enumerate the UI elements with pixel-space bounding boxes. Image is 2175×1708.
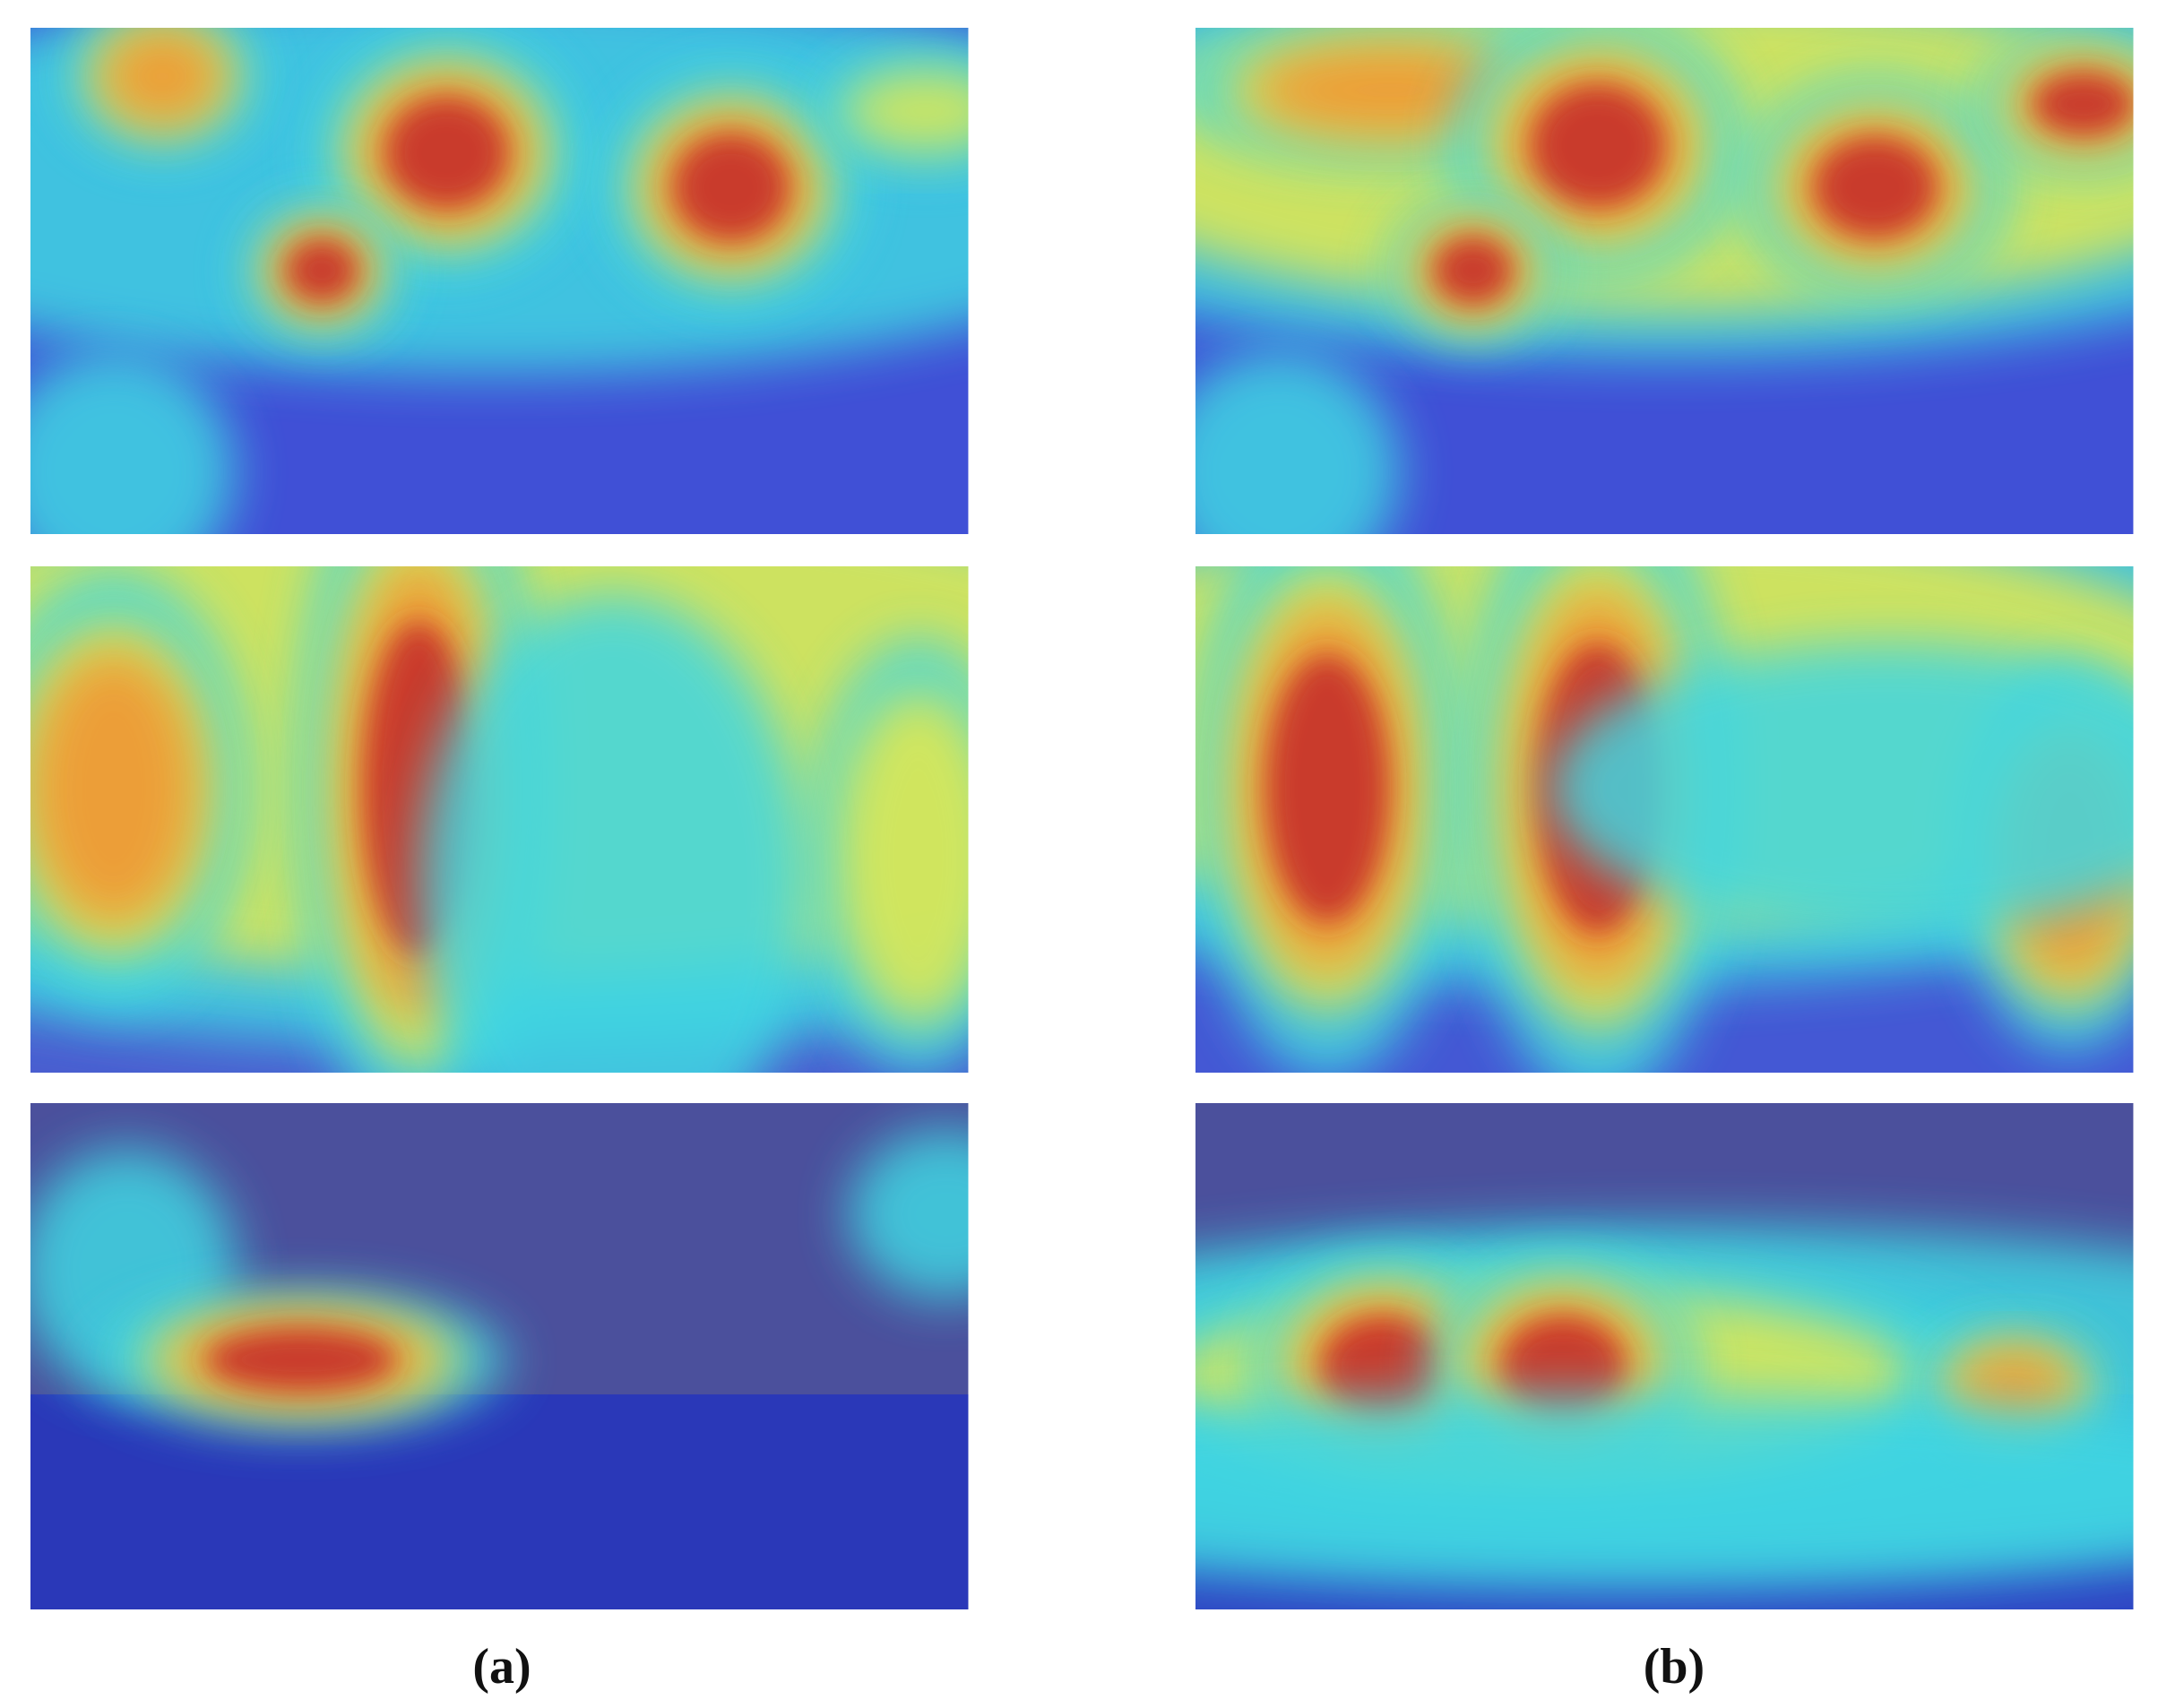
heat-blob — [1195, 349, 1401, 535]
heatmap-layer — [1195, 28, 2134, 535]
heat-blob — [385, 97, 508, 209]
heatmap-panel — [30, 1103, 969, 1610]
heatmap-layer — [1195, 566, 2134, 1074]
heat-blob — [30, 651, 198, 926]
heat-blob — [206, 1328, 396, 1392]
heat-blob — [1195, 1394, 2134, 1589]
heatmap-panel — [1195, 1103, 2134, 1610]
heatmap-panel — [30, 566, 969, 1074]
heat-blob — [841, 69, 969, 152]
heat-blob — [1549, 643, 2134, 935]
heatmap-panel — [1195, 28, 2134, 535]
heat-blob — [1502, 1316, 1625, 1417]
heat-blob — [1814, 137, 1937, 237]
heat-blob — [30, 349, 236, 535]
heatmap-layer — [30, 28, 969, 535]
heatmap-panel — [1195, 566, 2134, 1074]
heat-blob — [100, 28, 224, 125]
heat-blob — [673, 134, 790, 241]
panel-label: (b) — [1644, 1639, 1705, 1695]
heat-blob — [2033, 73, 2134, 135]
heatmap-layer — [1195, 1103, 2134, 1610]
heat-blob — [833, 689, 969, 1027]
heatmap-layer — [30, 1103, 969, 1610]
heat-blob — [849, 1129, 969, 1299]
sea — [30, 1394, 969, 1610]
heat-blob — [1321, 1316, 1445, 1417]
heat-blob — [1265, 655, 1389, 922]
heatmap-layer — [30, 566, 969, 1074]
heat-blob — [419, 594, 807, 1074]
heatmap-panel — [30, 28, 969, 535]
heat-blob — [1434, 237, 1512, 305]
heat-blob — [1531, 84, 1665, 207]
panel-label: (a) — [472, 1639, 531, 1695]
heat-blob — [286, 239, 358, 302]
